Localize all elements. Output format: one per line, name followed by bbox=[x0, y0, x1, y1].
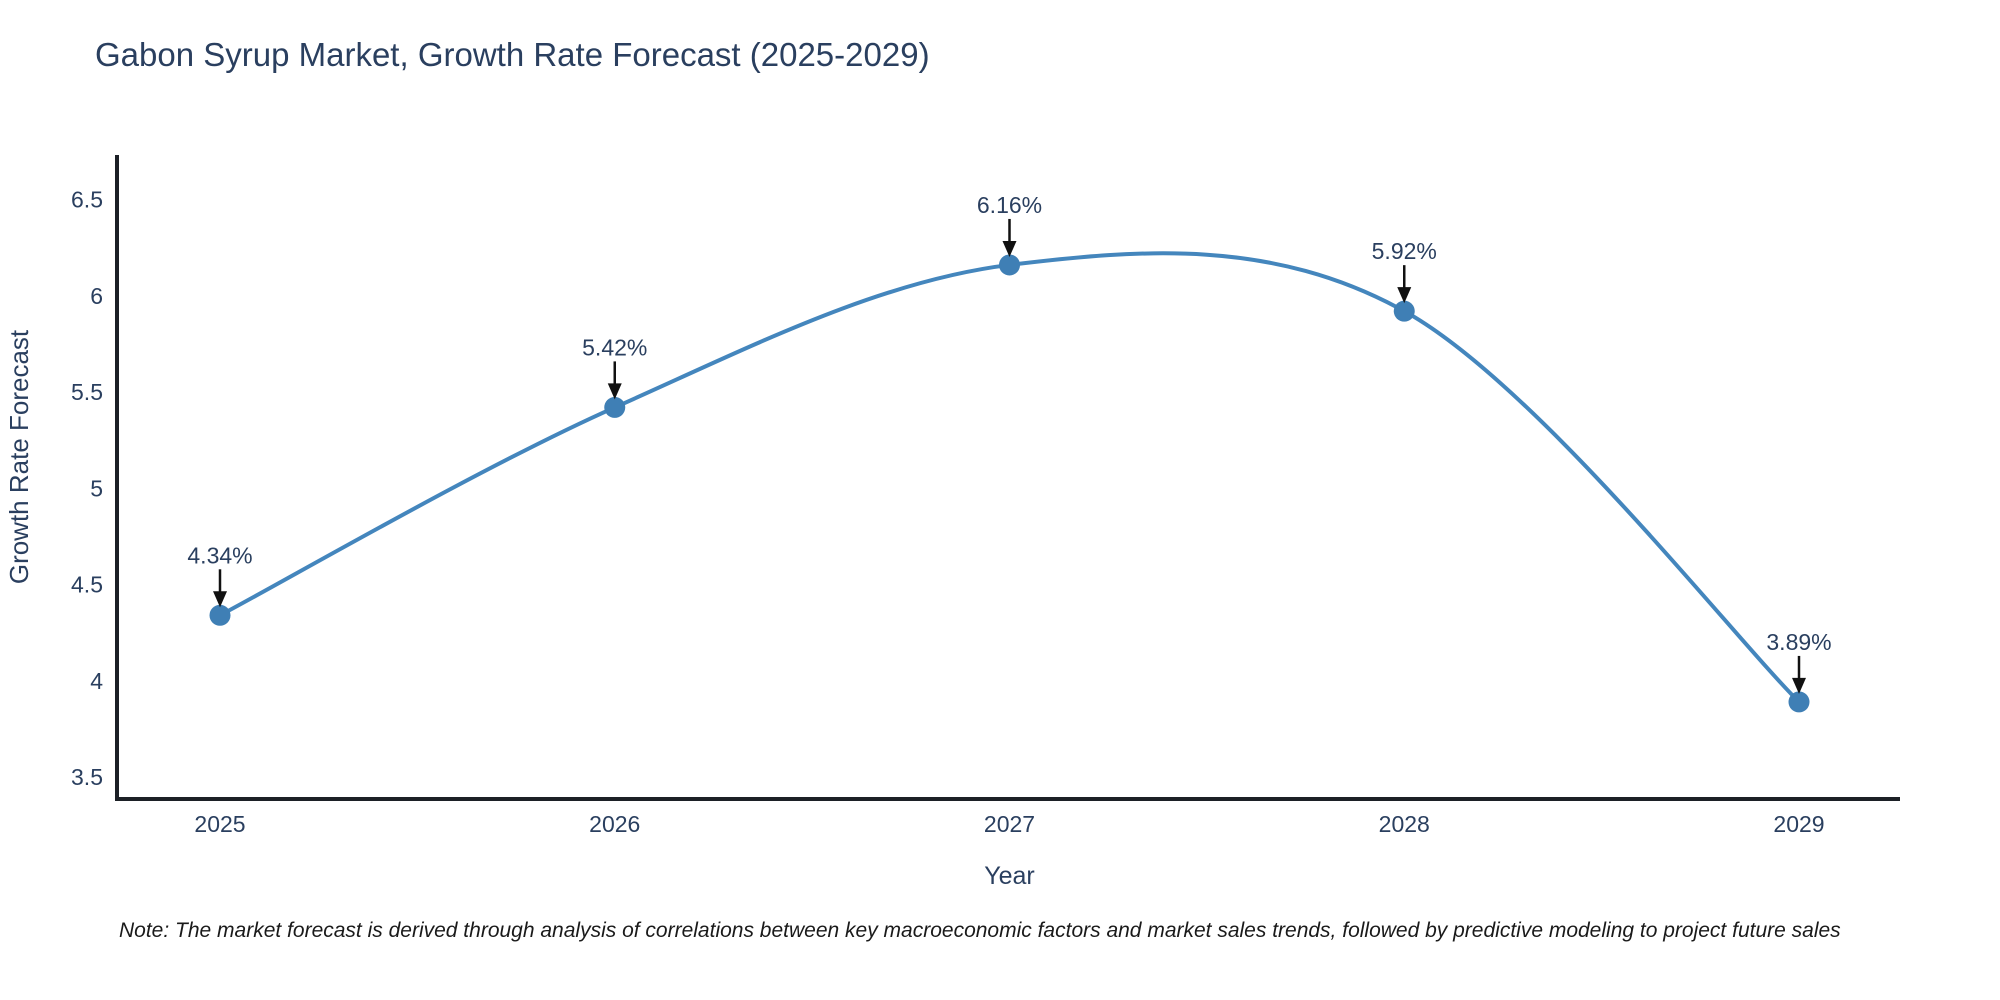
x-tick-label: 2029 bbox=[1773, 811, 1824, 837]
data-point-marker[interactable] bbox=[604, 396, 626, 418]
annotation-arrowhead bbox=[1397, 287, 1412, 304]
y-axis-title: Growth Rate Forecast bbox=[4, 329, 34, 584]
data-point-marker[interactable] bbox=[999, 254, 1020, 276]
data-point-marker[interactable] bbox=[1393, 300, 1415, 322]
footnote: Note: The market forecast is derived thr… bbox=[119, 919, 1841, 942]
y-tick-label: 3.5 bbox=[71, 764, 103, 790]
annotation-arrowhead bbox=[213, 591, 227, 608]
x-tick-label: 2026 bbox=[589, 811, 640, 837]
y-tick-label: 5.5 bbox=[71, 379, 103, 405]
y-tick-label: 5 bbox=[90, 475, 103, 501]
annotation-label: 5.92% bbox=[1372, 238, 1437, 264]
annotation-label: 3.89% bbox=[1766, 629, 1831, 655]
annotation-arrowhead bbox=[1792, 677, 1806, 694]
data-point-marker[interactable] bbox=[209, 604, 231, 626]
annotation-arrowhead bbox=[607, 383, 622, 400]
annotation-arrowhead bbox=[1002, 240, 1017, 257]
y-tick-label: 4 bbox=[90, 668, 103, 694]
y-tick-label: 6 bbox=[90, 283, 103, 309]
annotation-label: 5.42% bbox=[582, 334, 647, 360]
y-tick-label: 4.5 bbox=[71, 572, 103, 598]
data-point-marker[interactable] bbox=[1788, 691, 1810, 713]
y-tick-label: 6.5 bbox=[71, 187, 103, 213]
annotation-label: 4.34% bbox=[187, 542, 252, 568]
x-tick-label: 2025 bbox=[194, 811, 245, 837]
chart-title: Gabon Syrup Market, Growth Rate Forecast… bbox=[95, 36, 930, 73]
annotation-label: 6.16% bbox=[977, 192, 1042, 218]
x-tick-label: 2027 bbox=[984, 811, 1035, 837]
x-axis-title: Year bbox=[984, 862, 1035, 890]
forecast-line bbox=[218, 251, 1801, 704]
x-tick-label: 2028 bbox=[1379, 811, 1430, 837]
